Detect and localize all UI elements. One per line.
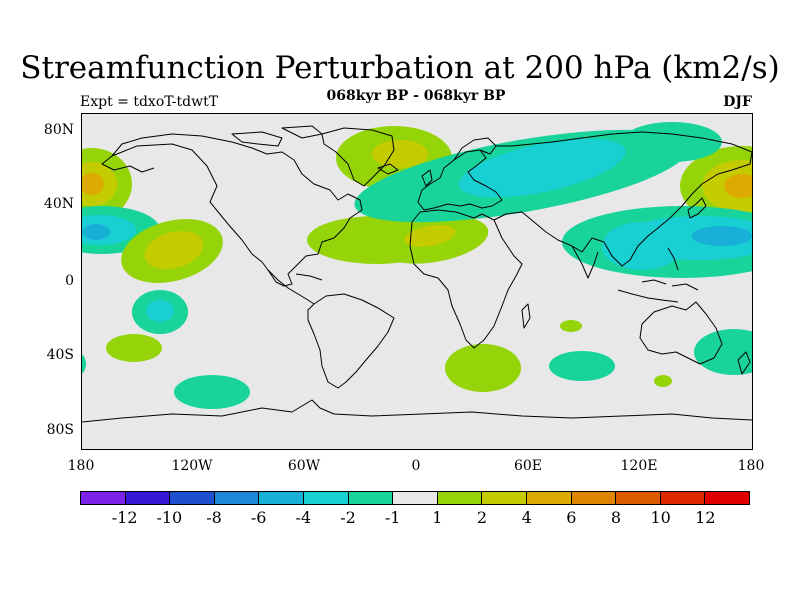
anomaly-north-pacific-west-inner [82,173,104,195]
colorbar-label-5: -2 [340,508,356,527]
anomaly-tropical-sp-neg-core [146,300,174,322]
coast-japan [687,197,707,219]
lon-label-0: 0 [411,458,421,474]
lat-label-80s: 80S [46,422,74,438]
coast-caribbean [295,273,323,281]
colorbar-box-5 [303,492,349,504]
coast-indonesia [617,279,699,303]
colorbar-label-9: 4 [521,508,532,527]
map-svg [82,122,752,423]
anomaly-west-edge-sp [82,354,86,374]
colorbar-box-14 [705,492,749,504]
coastlines [82,125,752,423]
colorbar-box-8 [437,492,483,504]
lon-label-180e: 180 [737,458,765,474]
colorbar-box-0 [81,492,126,504]
colorbar-label-10: 6 [566,508,577,527]
colorbar-box-11 [571,492,617,504]
coast-madagascar [521,303,531,329]
coast-philippines [667,247,679,271]
coast-australia [639,301,723,365]
colorbar [80,491,750,505]
experiment-label: Expt = tdxoT-tdwtT [80,94,219,110]
anomaly-s-indian-neg [549,351,615,381]
lat-label-0: 0 [65,273,74,289]
lon-label-120e: 120E [620,458,658,474]
anomaly-s-indian-pos [445,344,521,392]
coast-africa [409,209,523,349]
colorbar-box-2 [170,492,215,504]
anomaly-nw-pacific-neg-inner [692,226,752,246]
colorbar-label-11: 8 [610,508,622,527]
anomaly-s-pacific-tiny-pos [654,375,672,387]
anomaly-north-pacific-east-inner [724,174,752,198]
map-border [81,113,753,450]
coast-new-zealand [737,351,751,375]
anomaly-africa-pos-core [404,225,456,247]
coast-arctic-islands [231,125,323,147]
colorbar-box-1 [125,492,171,504]
lon-label-180w: 180 [67,458,95,474]
coast-europe [417,149,503,211]
lon-label-60w: 60W [287,458,321,474]
anomaly-eurasia-neg-core [458,138,626,198]
anomaly-indian-tiny-pos [560,320,582,332]
lat-label-40s: 40S [46,347,74,363]
coast-central-america [267,269,315,305]
lat-label-40n: 40N [43,196,74,212]
colorbar-box-10 [526,492,572,504]
map-title: Streamfunction Perturbation at 200 hPa (… [20,50,780,86]
coast-scandinavia [453,137,497,161]
colorbar-box-7 [393,492,438,504]
coast-antarctica [82,399,752,423]
anomaly-nz-neg [694,329,752,375]
coast-asia [493,131,752,267]
colorbar-label-3: -6 [250,508,267,527]
anomaly-subtropical-west-neg-inner [82,224,110,240]
anomaly-greenland-pos-core [372,140,428,168]
coast-uk [421,169,433,187]
colorbar-label-2: -8 [206,508,222,527]
colorbar-box-4 [259,492,304,504]
colorbar-box-6 [348,492,394,504]
anomaly-fields [82,122,752,409]
colorbar-label-8: 2 [476,508,488,527]
colorbar-box-3 [214,492,260,504]
map-subtitle: 068kyr BP - 068kyr BP [326,88,506,104]
colorbar-label-6: -1 [384,508,401,527]
colorbar-label-4: -4 [295,508,312,527]
coast-iceland [377,163,399,175]
lon-label-60e: 60E [513,458,543,474]
lat-label-80n: 80N [43,122,74,138]
map-panel [82,114,752,449]
colorbar-label-7: 1 [432,508,443,527]
coast-greenland [321,127,395,187]
anomaly-so-pacific-neg [174,375,250,409]
anomaly-sp-pos [106,334,162,362]
coast-alaska [101,155,155,173]
coast-south-america [307,293,395,389]
colorbar-box-13 [660,492,706,504]
colorbar-box-9 [482,492,527,504]
season-label: DJF [723,94,752,110]
coast-north-america [111,133,363,287]
colorbar-label-1: -10 [156,508,183,527]
coast-india [571,245,599,279]
anomaly-ne-pacific-pos-core [144,230,204,270]
anomaly-indochina-neg [602,222,682,270]
colorbar-label-13: 12 [695,508,716,527]
colorbar-label-12: 10 [650,508,671,527]
colorbar-label-0: -12 [111,508,138,527]
colorbar-box-12 [616,492,661,504]
lon-label-120w: 120W [171,458,213,474]
